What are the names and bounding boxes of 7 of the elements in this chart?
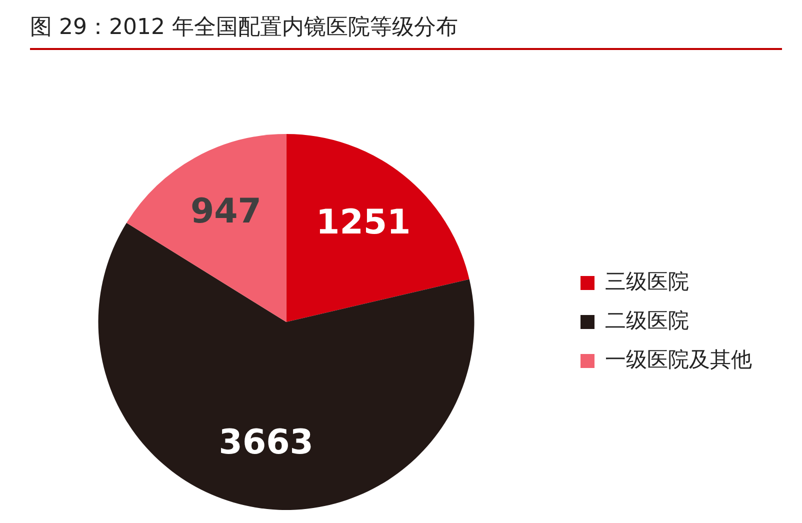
legend-label: 三级医院 — [605, 269, 689, 294]
chart-title: 图 29：2012 年全国配置内镜医院等级分布 — [30, 12, 782, 50]
data-label: 3663 — [218, 422, 314, 462]
data-label: 947 — [190, 191, 262, 232]
data-label: 1251 — [316, 202, 411, 243]
legend-label: 一级医院及其他 — [605, 347, 752, 372]
legend-label: 二级医院 — [605, 308, 689, 332]
